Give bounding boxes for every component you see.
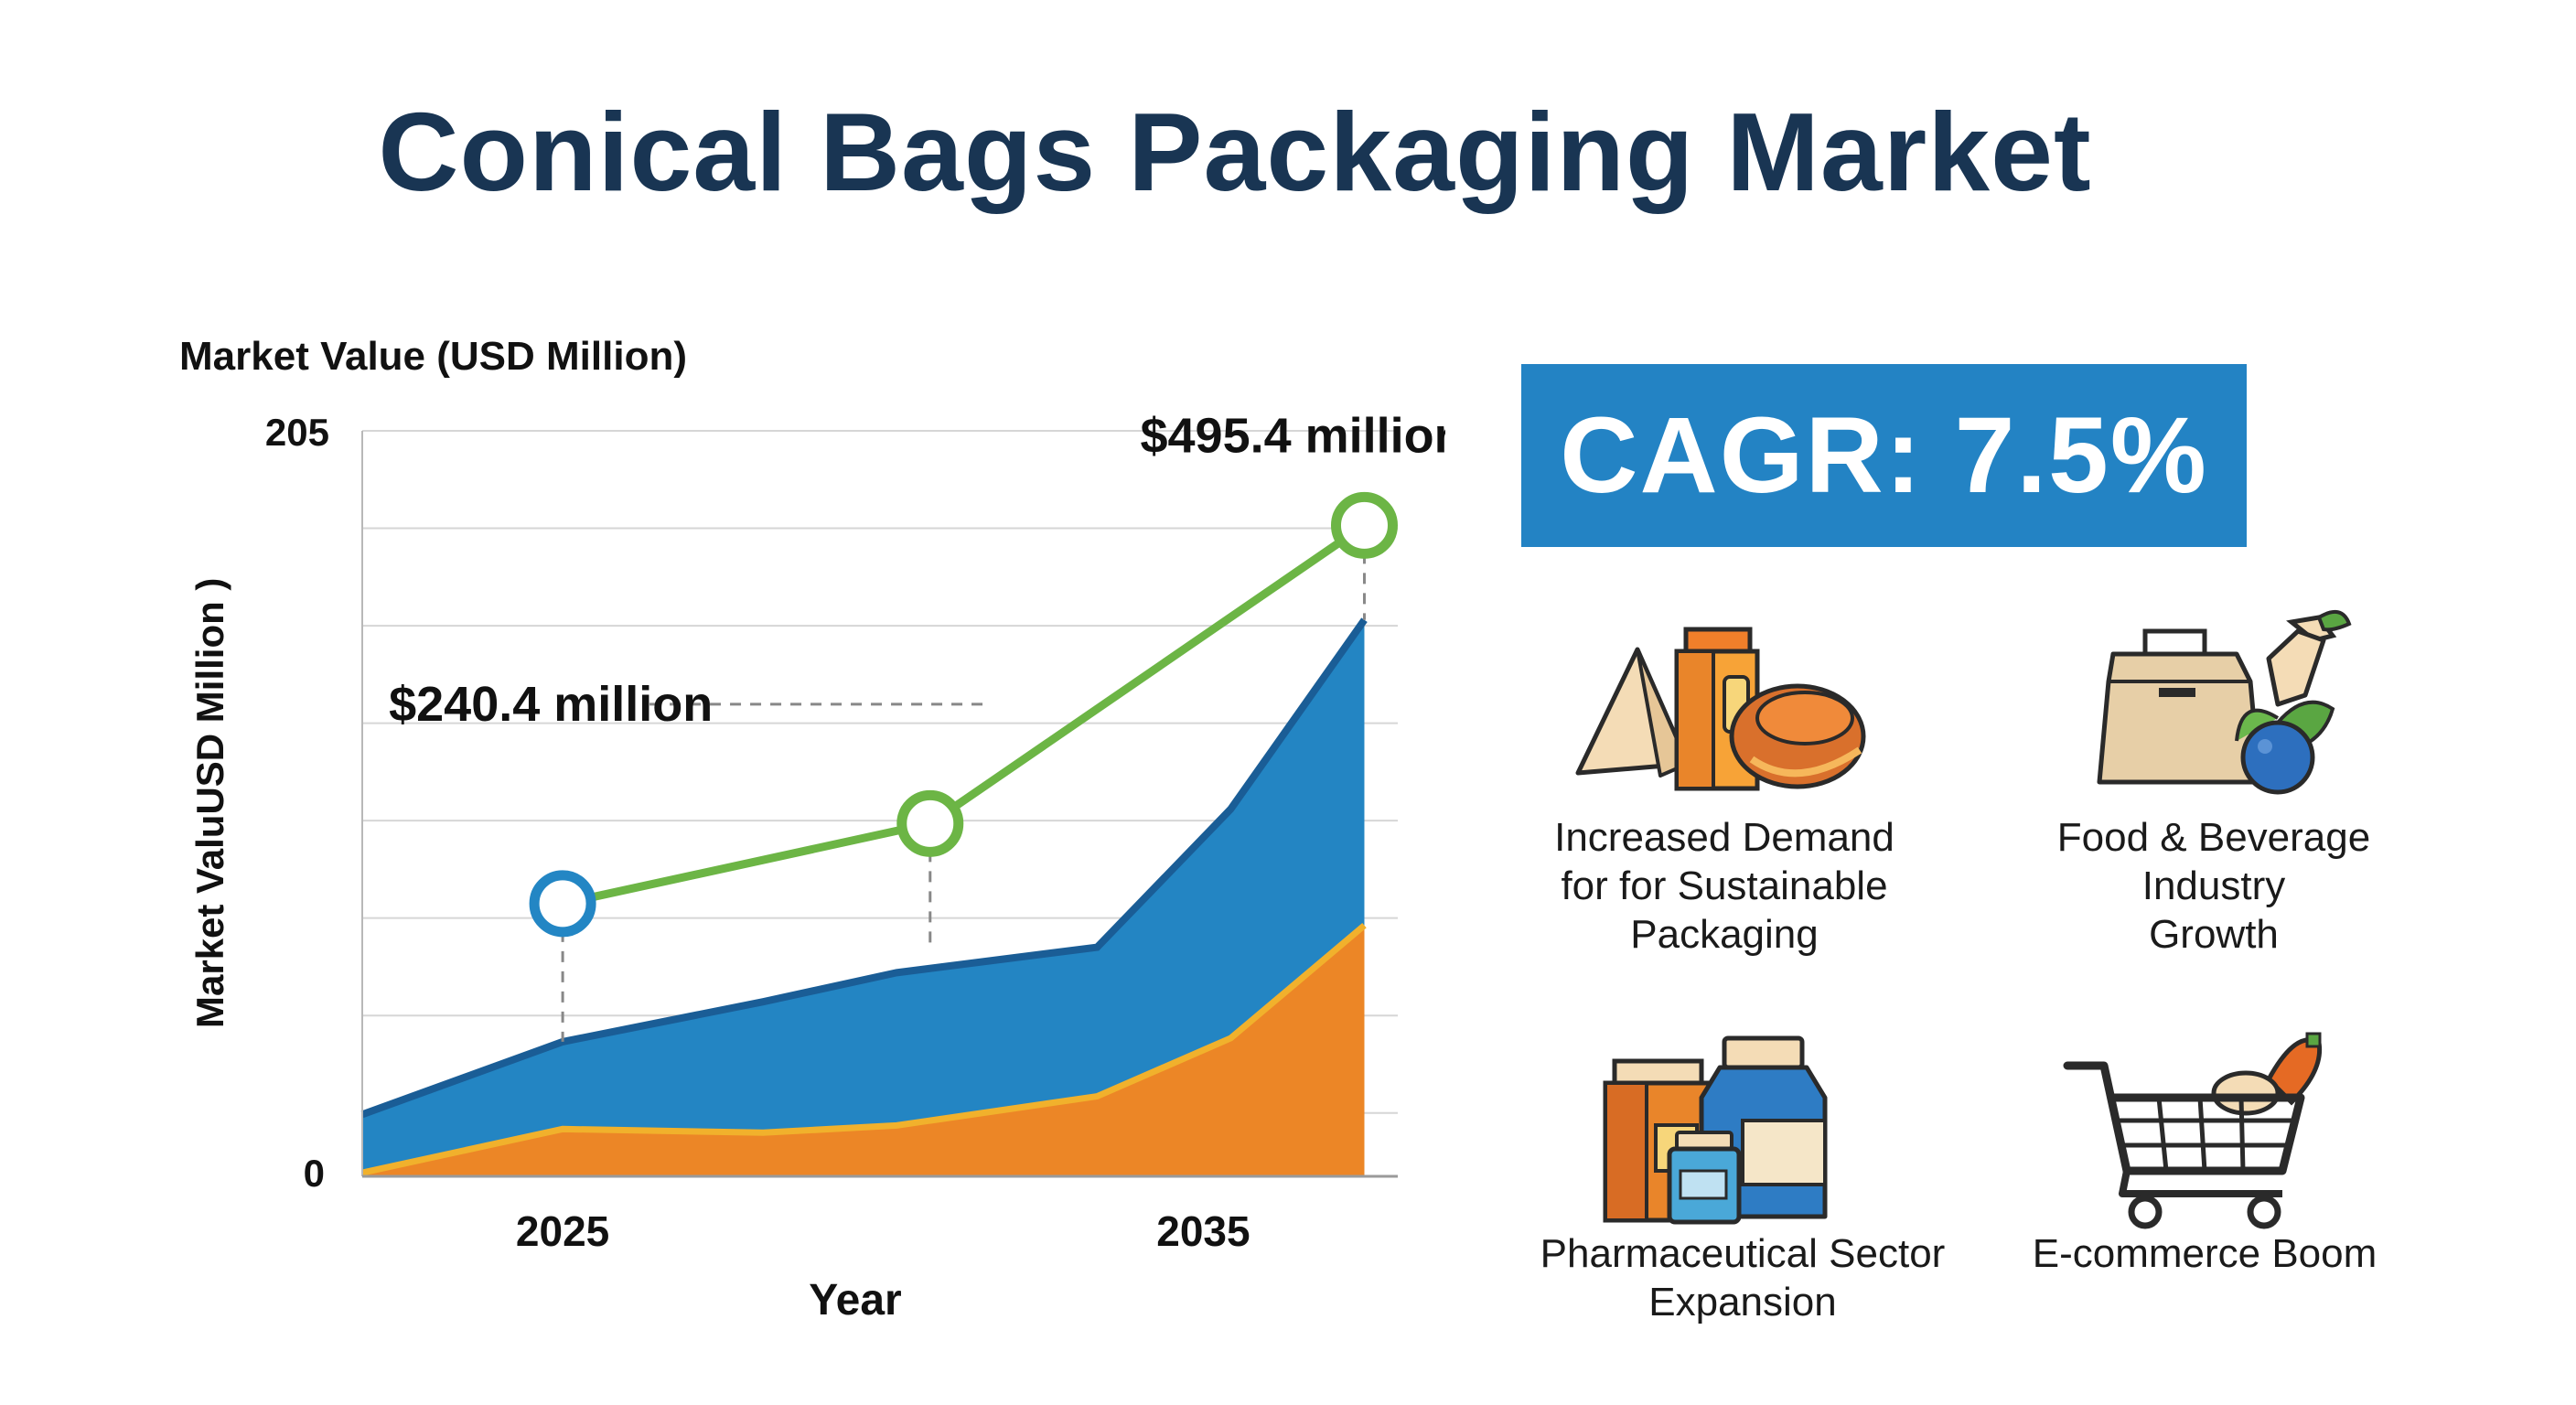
annotation-2025-value: $240.4 million (389, 677, 713, 732)
value-markers (529, 491, 1398, 938)
driver-label: Increased Demand for for Sustainable Pac… (1554, 815, 1894, 957)
driver-sustainable-packaging: Increased Demand for for Sustainable Pac… (1468, 604, 1980, 959)
x-tick-2025: 2025 (516, 1207, 609, 1255)
y-axis-title-side: Market ValuUSD Million ) (188, 578, 231, 1028)
shopping-cart-icon (2063, 1032, 2323, 1229)
market-chart: Market Value (USD Million) Market ValuUS… (179, 334, 1445, 1325)
driver-label: Pharmaceutical Sector Expansion (1540, 1231, 1946, 1325)
y-tick-top: 205 (265, 411, 329, 454)
x-tick-2035: 2035 (1156, 1207, 1250, 1255)
value-marker (896, 789, 964, 857)
driver-ecommerce: E-commerce Boom (1948, 1024, 2461, 1279)
annotation-guides (561, 552, 1366, 1042)
driver-label: E-commerce Boom (2032, 1231, 2377, 1276)
value-marker (529, 870, 596, 938)
driver-label: Food & Beverage Industry Growth (2056, 815, 2371, 957)
page-title: Conical Bags Packaging Market (378, 90, 2092, 214)
cagr-badge: CAGR: 7.5% (1521, 364, 2247, 547)
annotation-2037-value: $495.4 million (1140, 408, 1445, 463)
driver-food-beverage: Food & Beverage Industry Growth (1958, 604, 2470, 959)
market-area-total (362, 619, 1365, 1176)
food-bag-produce-icon (2097, 609, 2352, 795)
x-axis-title: Year (809, 1276, 901, 1325)
packaging-products-icon (1575, 627, 1866, 791)
market-area-segment (362, 925, 1365, 1176)
value-marker (1330, 491, 1398, 559)
y-axis-title-top: Market Value (USD Million) (179, 334, 687, 379)
driver-pharmaceutical: Pharmaceutical Sector Expansion (1487, 1024, 1999, 1327)
pharma-bottles-icon (1603, 1035, 1828, 1225)
market-area-segment-edge (361, 923, 1367, 1176)
y-tick-bottom: 0 (304, 1152, 325, 1195)
